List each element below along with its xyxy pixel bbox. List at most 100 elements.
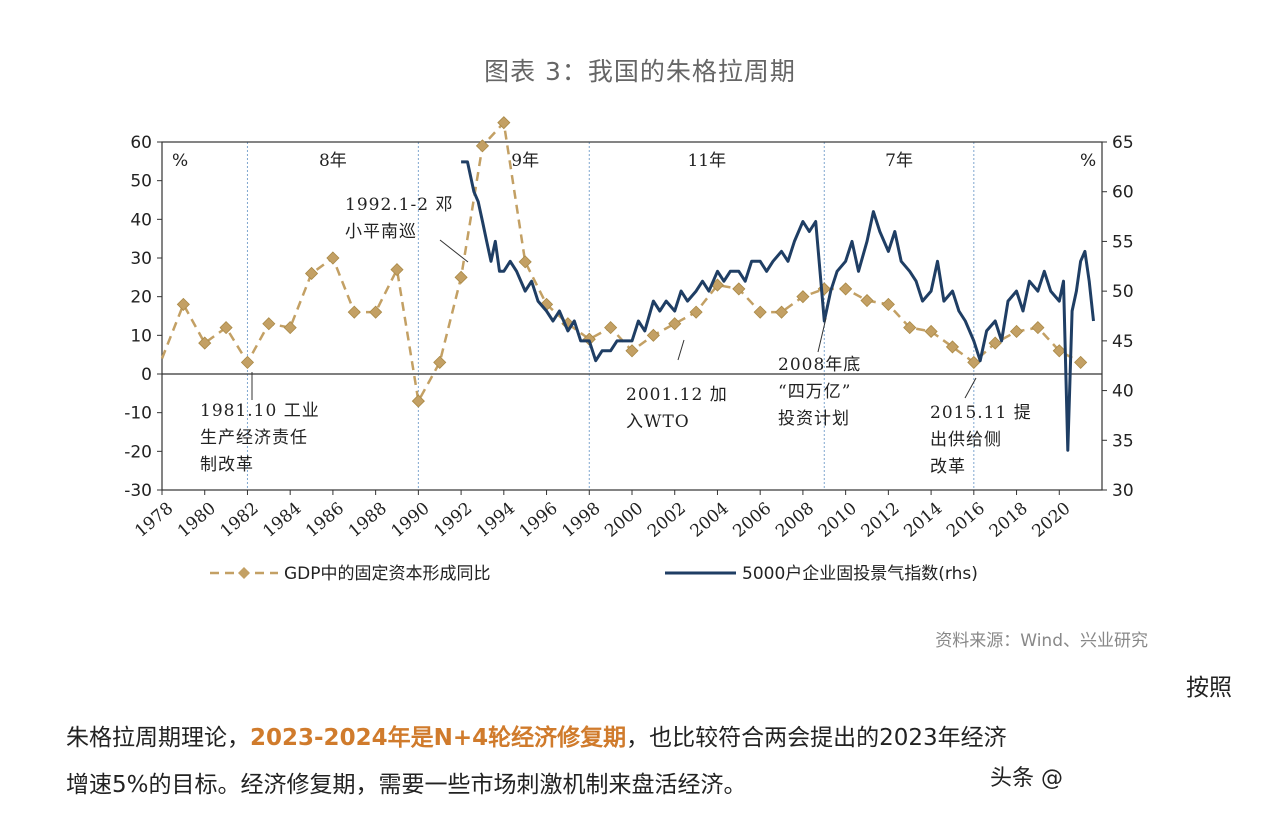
annotation-2008-line: 2008年底 <box>778 355 861 375</box>
left-tick-label: -10 <box>124 404 152 424</box>
gdp-point <box>945 340 960 354</box>
gdp-point <box>988 336 1002 350</box>
gdp-point <box>176 297 190 311</box>
annotation-2008-line: 投资计划 <box>778 409 850 429</box>
left-tick-label: -30 <box>124 481 152 501</box>
annotation-1992-line: 小平南巡 <box>345 222 417 242</box>
gdp-point <box>454 270 468 284</box>
gdp-point <box>219 321 233 335</box>
gdp-series <box>160 116 1088 408</box>
left-tick-label: 30 <box>130 249 152 269</box>
x-tick-label: 1998 <box>558 499 604 542</box>
legend-gdp-label: GDP中的固定资本形成同比 <box>284 564 491 584</box>
x-tick-label: 2018 <box>986 499 1032 542</box>
x-tick-label: 2002 <box>644 499 690 542</box>
right-tick-label: 30 <box>1112 481 1134 501</box>
gdp-point <box>369 305 383 319</box>
x-tick-label: 1996 <box>516 499 562 542</box>
gdp-point <box>1009 324 1024 339</box>
period-label: 7年 <box>885 151 913 171</box>
annotation-2015-leader <box>964 377 977 399</box>
period-label: 11年 <box>687 151 726 171</box>
gdp-point <box>796 290 810 304</box>
period-label: 8年 <box>319 151 347 171</box>
left-tick-label: 50 <box>130 172 152 192</box>
paragraph-line-1-b: ，也比较符合两会提出的2023年经济 <box>626 725 1007 751</box>
index-line <box>461 160 1095 452</box>
x-tick-label: 1984 <box>259 499 305 542</box>
gdp-point <box>433 355 447 369</box>
right-tick-label: 65 <box>1112 133 1134 153</box>
x-tick-label: 2020 <box>1028 499 1074 542</box>
right-tick-label: 55 <box>1112 232 1134 252</box>
gdp-point <box>411 394 425 408</box>
gdp-point <box>967 355 981 369</box>
right-tick-label: 50 <box>1112 282 1134 302</box>
gdp-point <box>646 328 660 342</box>
gdp-point <box>668 317 682 331</box>
x-tick-label: 2006 <box>729 499 775 542</box>
chart-source: 资料来源：Wind、兴业研究 <box>935 631 1148 651</box>
annotation-2008-leader <box>817 317 827 353</box>
gdp-point <box>283 321 297 335</box>
x-tick-label: 1982 <box>217 499 263 542</box>
annotation-2001-line: 2001.12 加 <box>626 385 728 405</box>
gdp-point <box>689 305 703 319</box>
gdp-point <box>774 305 789 319</box>
right-unit-label: % <box>1080 151 1096 171</box>
annotation-1981-line: 1981.10 工业 <box>200 401 320 421</box>
left-tick-label: 40 <box>130 210 152 230</box>
x-tick-label: 1992 <box>430 499 476 542</box>
annotation-1981-line: 生产经济责任 <box>200 428 308 448</box>
x-tick-label: 1988 <box>345 499 391 542</box>
gdp-point <box>625 344 639 358</box>
left-tick-label: -20 <box>124 442 152 462</box>
left-tick-label: 10 <box>130 326 152 346</box>
paragraph-fragment: 按照 <box>1186 675 1232 701</box>
gdp-point <box>198 336 212 350</box>
gdp-point <box>881 297 895 311</box>
left-tick-label: 20 <box>130 288 152 308</box>
annotation-2001-line: 入WTO <box>626 412 690 432</box>
gdp-point <box>924 324 938 339</box>
x-tick-label: 1990 <box>388 499 434 542</box>
watermark: 头条 @ <box>990 766 1063 791</box>
gdp-point <box>240 355 255 369</box>
paragraph-line-1: 朱格拉周期理论，2023-2024年是N+4轮经济修复期，也比较符合两会提出的2… <box>66 718 1007 752</box>
annotation-2015-line: 2015.11 提 <box>930 403 1032 423</box>
chart-title: 图表 3：我国的朱格拉周期 <box>484 57 796 86</box>
index-series <box>461 160 1095 452</box>
annotation-1992-line: 1992.1-2 邓 <box>345 195 453 215</box>
x-tick-label: 2010 <box>815 499 861 542</box>
legend: GDP中的固定资本形成同比 5000户企业固投景气指数(rhs) <box>210 564 978 584</box>
paragraph-line-2: 增速5%的目标。经济修复期，需要一些市场刺激机制来盘活经济。 <box>66 772 747 798</box>
gdp-point <box>1031 321 1045 335</box>
gdp-point <box>903 321 917 335</box>
annotation-2008-line: “四万亿” <box>778 382 851 402</box>
gdp-point <box>1074 355 1088 369</box>
x-tick-label: 2012 <box>858 499 904 542</box>
gdp-point <box>262 317 276 331</box>
gdp-point <box>732 282 746 296</box>
period-label: 9年 <box>511 151 539 171</box>
legend-gdp-marker <box>238 567 250 579</box>
gdp-point <box>1052 344 1066 358</box>
x-tick-label: 1994 <box>473 499 519 542</box>
x-tick-label: 2008 <box>772 499 818 542</box>
left-tick-label: 60 <box>130 133 152 153</box>
x-tick-label: 2014 <box>900 499 946 542</box>
gdp-point <box>518 255 532 269</box>
gdp-point <box>347 305 361 319</box>
annotation-2015-line: 出供给侧 <box>930 430 1002 450</box>
paragraph-line-1-a: 朱格拉周期理论， <box>66 725 250 751</box>
left-unit-label: % <box>172 151 188 171</box>
gdp-point <box>604 321 618 335</box>
right-tick-label: 40 <box>1112 382 1134 402</box>
x-tick-label: 2016 <box>943 499 989 542</box>
gdp-point <box>860 293 874 308</box>
gdp-point <box>390 263 404 277</box>
right-tick-label: 60 <box>1112 183 1134 203</box>
gdp-point <box>326 251 340 265</box>
annotation-1992-leader <box>439 239 469 263</box>
